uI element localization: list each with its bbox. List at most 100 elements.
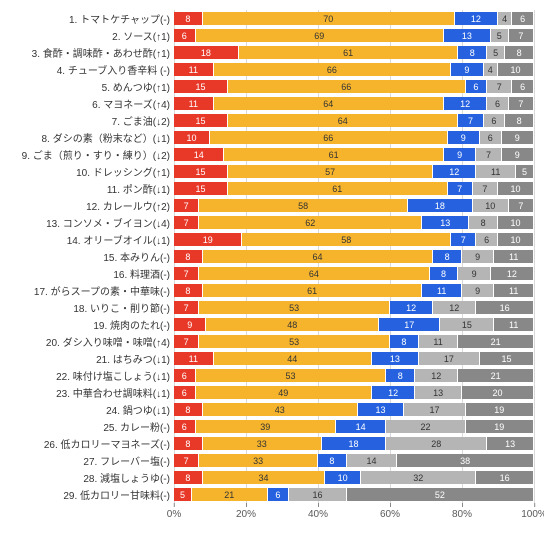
bar-segment: 18 bbox=[322, 437, 387, 450]
bar-segment: 13 bbox=[422, 216, 469, 229]
bar-segment: 9 bbox=[502, 148, 534, 161]
bar-segment: 15 bbox=[174, 114, 228, 127]
bar-segment: 15 bbox=[174, 80, 228, 93]
bar-segment: 12 bbox=[390, 301, 433, 314]
bar-segment: 11 bbox=[476, 165, 516, 178]
x-axis: 0%20%40%60%80%100% bbox=[10, 509, 534, 529]
bar-segment: 8 bbox=[318, 454, 347, 467]
row-label: 27. フレーバー塩(-) bbox=[10, 453, 174, 468]
bar-segment: 6 bbox=[268, 488, 290, 501]
bar-segment: 8 bbox=[505, 114, 534, 127]
bar-segment: 8 bbox=[174, 471, 203, 484]
row-label: 3. 食酢・調味酢・あわせ酢(↑1) bbox=[10, 45, 174, 60]
bar-segment: 53 bbox=[196, 369, 387, 382]
row-label: 15. 本みりん(-) bbox=[10, 249, 174, 264]
bar-segment: 57 bbox=[228, 165, 433, 178]
bar: 73381438 bbox=[174, 454, 534, 467]
bar-row: 23. 中華合わせ調味料(↓1)649121320 bbox=[10, 384, 534, 401]
bar-segment: 5 bbox=[491, 29, 509, 42]
bar-segment: 38 bbox=[397, 454, 534, 467]
x-tick: 0% bbox=[167, 509, 181, 520]
bar-segment: 6 bbox=[476, 233, 498, 246]
x-tick: 100% bbox=[521, 509, 544, 520]
bar-segment: 8 bbox=[386, 369, 415, 382]
bar-segment: 16 bbox=[476, 301, 534, 314]
row-label: 11. ポン酢(↓1) bbox=[10, 181, 174, 196]
bar-row: 14. オリーブオイル(↓1)19587610 bbox=[10, 231, 534, 248]
bar-segment: 9 bbox=[448, 131, 480, 144]
bar: 833182813 bbox=[174, 437, 534, 450]
bar-segment: 62 bbox=[199, 216, 422, 229]
bar-segment: 12 bbox=[433, 301, 476, 314]
bar-row: 10. ドレッシング(↑1)155712115 bbox=[10, 163, 534, 180]
bar-segment: 8 bbox=[390, 335, 419, 348]
row-label: 25. カレー粉(-) bbox=[10, 419, 174, 434]
bar-row: 2. ソース(↑1)6691357 bbox=[10, 27, 534, 44]
bar-segment: 10 bbox=[174, 131, 210, 144]
bar: 1144131715 bbox=[174, 352, 534, 365]
bar-segment: 52 bbox=[347, 488, 534, 501]
bar-row: 8. ダシの素（粉末など）(↓1)1066969 bbox=[10, 129, 534, 146]
bar-segment: 49 bbox=[196, 386, 372, 399]
bar-segment: 11 bbox=[174, 63, 214, 76]
row-label: 7. ごま油(↓2) bbox=[10, 113, 174, 128]
row-label: 2. ソース(↑1) bbox=[10, 28, 174, 43]
bar-row: 7. ごま油(↓2)1564768 bbox=[10, 112, 534, 129]
bar-segment: 61 bbox=[239, 46, 459, 59]
bar-segment: 11 bbox=[494, 250, 534, 263]
bar-segment: 34 bbox=[203, 471, 325, 484]
bar-segment: 11 bbox=[422, 284, 462, 297]
x-tick: 40% bbox=[308, 509, 328, 520]
bar: 1564768 bbox=[174, 114, 534, 127]
bar-row: 28. 減塩しょうゆ(-)834103216 bbox=[10, 469, 534, 486]
row-label: 19. 焼肉のたれ(-) bbox=[10, 317, 174, 332]
bar: 11669410 bbox=[174, 63, 534, 76]
bar-segment: 43 bbox=[203, 403, 358, 416]
bar-segment: 48 bbox=[206, 318, 379, 331]
bar-segment: 14 bbox=[336, 420, 386, 433]
bar-segment: 19 bbox=[174, 233, 242, 246]
bar-segment: 7 bbox=[174, 335, 199, 348]
bar: 86111911 bbox=[174, 284, 534, 297]
row-label: 10. ドレッシング(↑1) bbox=[10, 164, 174, 179]
bar-row: 9. ごま（煎り・すり・練り）(↓2)1461979 bbox=[10, 146, 534, 163]
bar-row: 19. 焼肉のたれ(-)948171511 bbox=[10, 316, 534, 333]
bar-segment: 6 bbox=[484, 114, 506, 127]
bar-segment: 8 bbox=[174, 12, 203, 25]
bar: 75381121 bbox=[174, 335, 534, 348]
bar-segment: 61 bbox=[203, 284, 423, 297]
row-label: 4. チューブ入り香辛料 (-) bbox=[10, 62, 174, 77]
bar-segment: 64 bbox=[228, 114, 458, 127]
bar-segment: 33 bbox=[203, 437, 322, 450]
row-label: 13. コンソメ・ブイヨン(↓4) bbox=[10, 215, 174, 230]
row-label: 21. はちみつ(↓1) bbox=[10, 351, 174, 366]
bar-segment: 7 bbox=[174, 267, 199, 280]
bar: 649121320 bbox=[174, 386, 534, 399]
bar-row: 18. いりこ・削り節(-)753121216 bbox=[10, 299, 534, 316]
row-label: 26. 低カロリーマヨネーズ(-) bbox=[10, 436, 174, 451]
bar-segment: 6 bbox=[512, 80, 534, 93]
bar: 834103216 bbox=[174, 471, 534, 484]
bar-segment: 14 bbox=[174, 148, 224, 161]
bar-segment: 4 bbox=[498, 12, 512, 25]
bar-segment: 19 bbox=[466, 403, 534, 416]
row-label: 22. 味付け塩こしょう(↓1) bbox=[10, 368, 174, 383]
bar-row: 15. 本みりん(-)8648911 bbox=[10, 248, 534, 265]
bar-segment: 53 bbox=[199, 301, 390, 314]
bar: 1066969 bbox=[174, 131, 534, 144]
row-label: 28. 減塩しょうゆ(-) bbox=[10, 470, 174, 485]
bar-segment: 70 bbox=[203, 12, 455, 25]
bar-segment: 7 bbox=[451, 233, 476, 246]
bar-segment: 10 bbox=[498, 233, 534, 246]
bar-segment: 10 bbox=[473, 199, 509, 212]
bar: 6691357 bbox=[174, 29, 534, 42]
bar-segment: 28 bbox=[386, 437, 487, 450]
bar: 948171511 bbox=[174, 318, 534, 331]
bar-row: 4. チューブ入り香辛料 (-)11669410 bbox=[10, 61, 534, 78]
bar-segment: 6 bbox=[512, 12, 534, 25]
row-label: 20. ダシ入り味噌・味噌(↑4) bbox=[10, 334, 174, 349]
bar: 19587610 bbox=[174, 233, 534, 246]
row-label: 18. いりこ・削り節(-) bbox=[10, 300, 174, 315]
bar-segment: 61 bbox=[228, 182, 448, 195]
row-label: 12. カレールウ(↑2) bbox=[10, 198, 174, 213]
